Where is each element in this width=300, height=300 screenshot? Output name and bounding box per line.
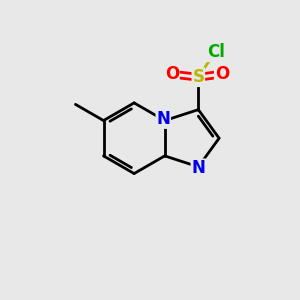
- Text: N: N: [156, 110, 170, 128]
- Text: Cl: Cl: [207, 43, 225, 61]
- Text: O: O: [165, 65, 179, 83]
- Text: O: O: [215, 65, 229, 83]
- Text: S: S: [192, 68, 204, 86]
- Text: N: N: [191, 159, 205, 177]
